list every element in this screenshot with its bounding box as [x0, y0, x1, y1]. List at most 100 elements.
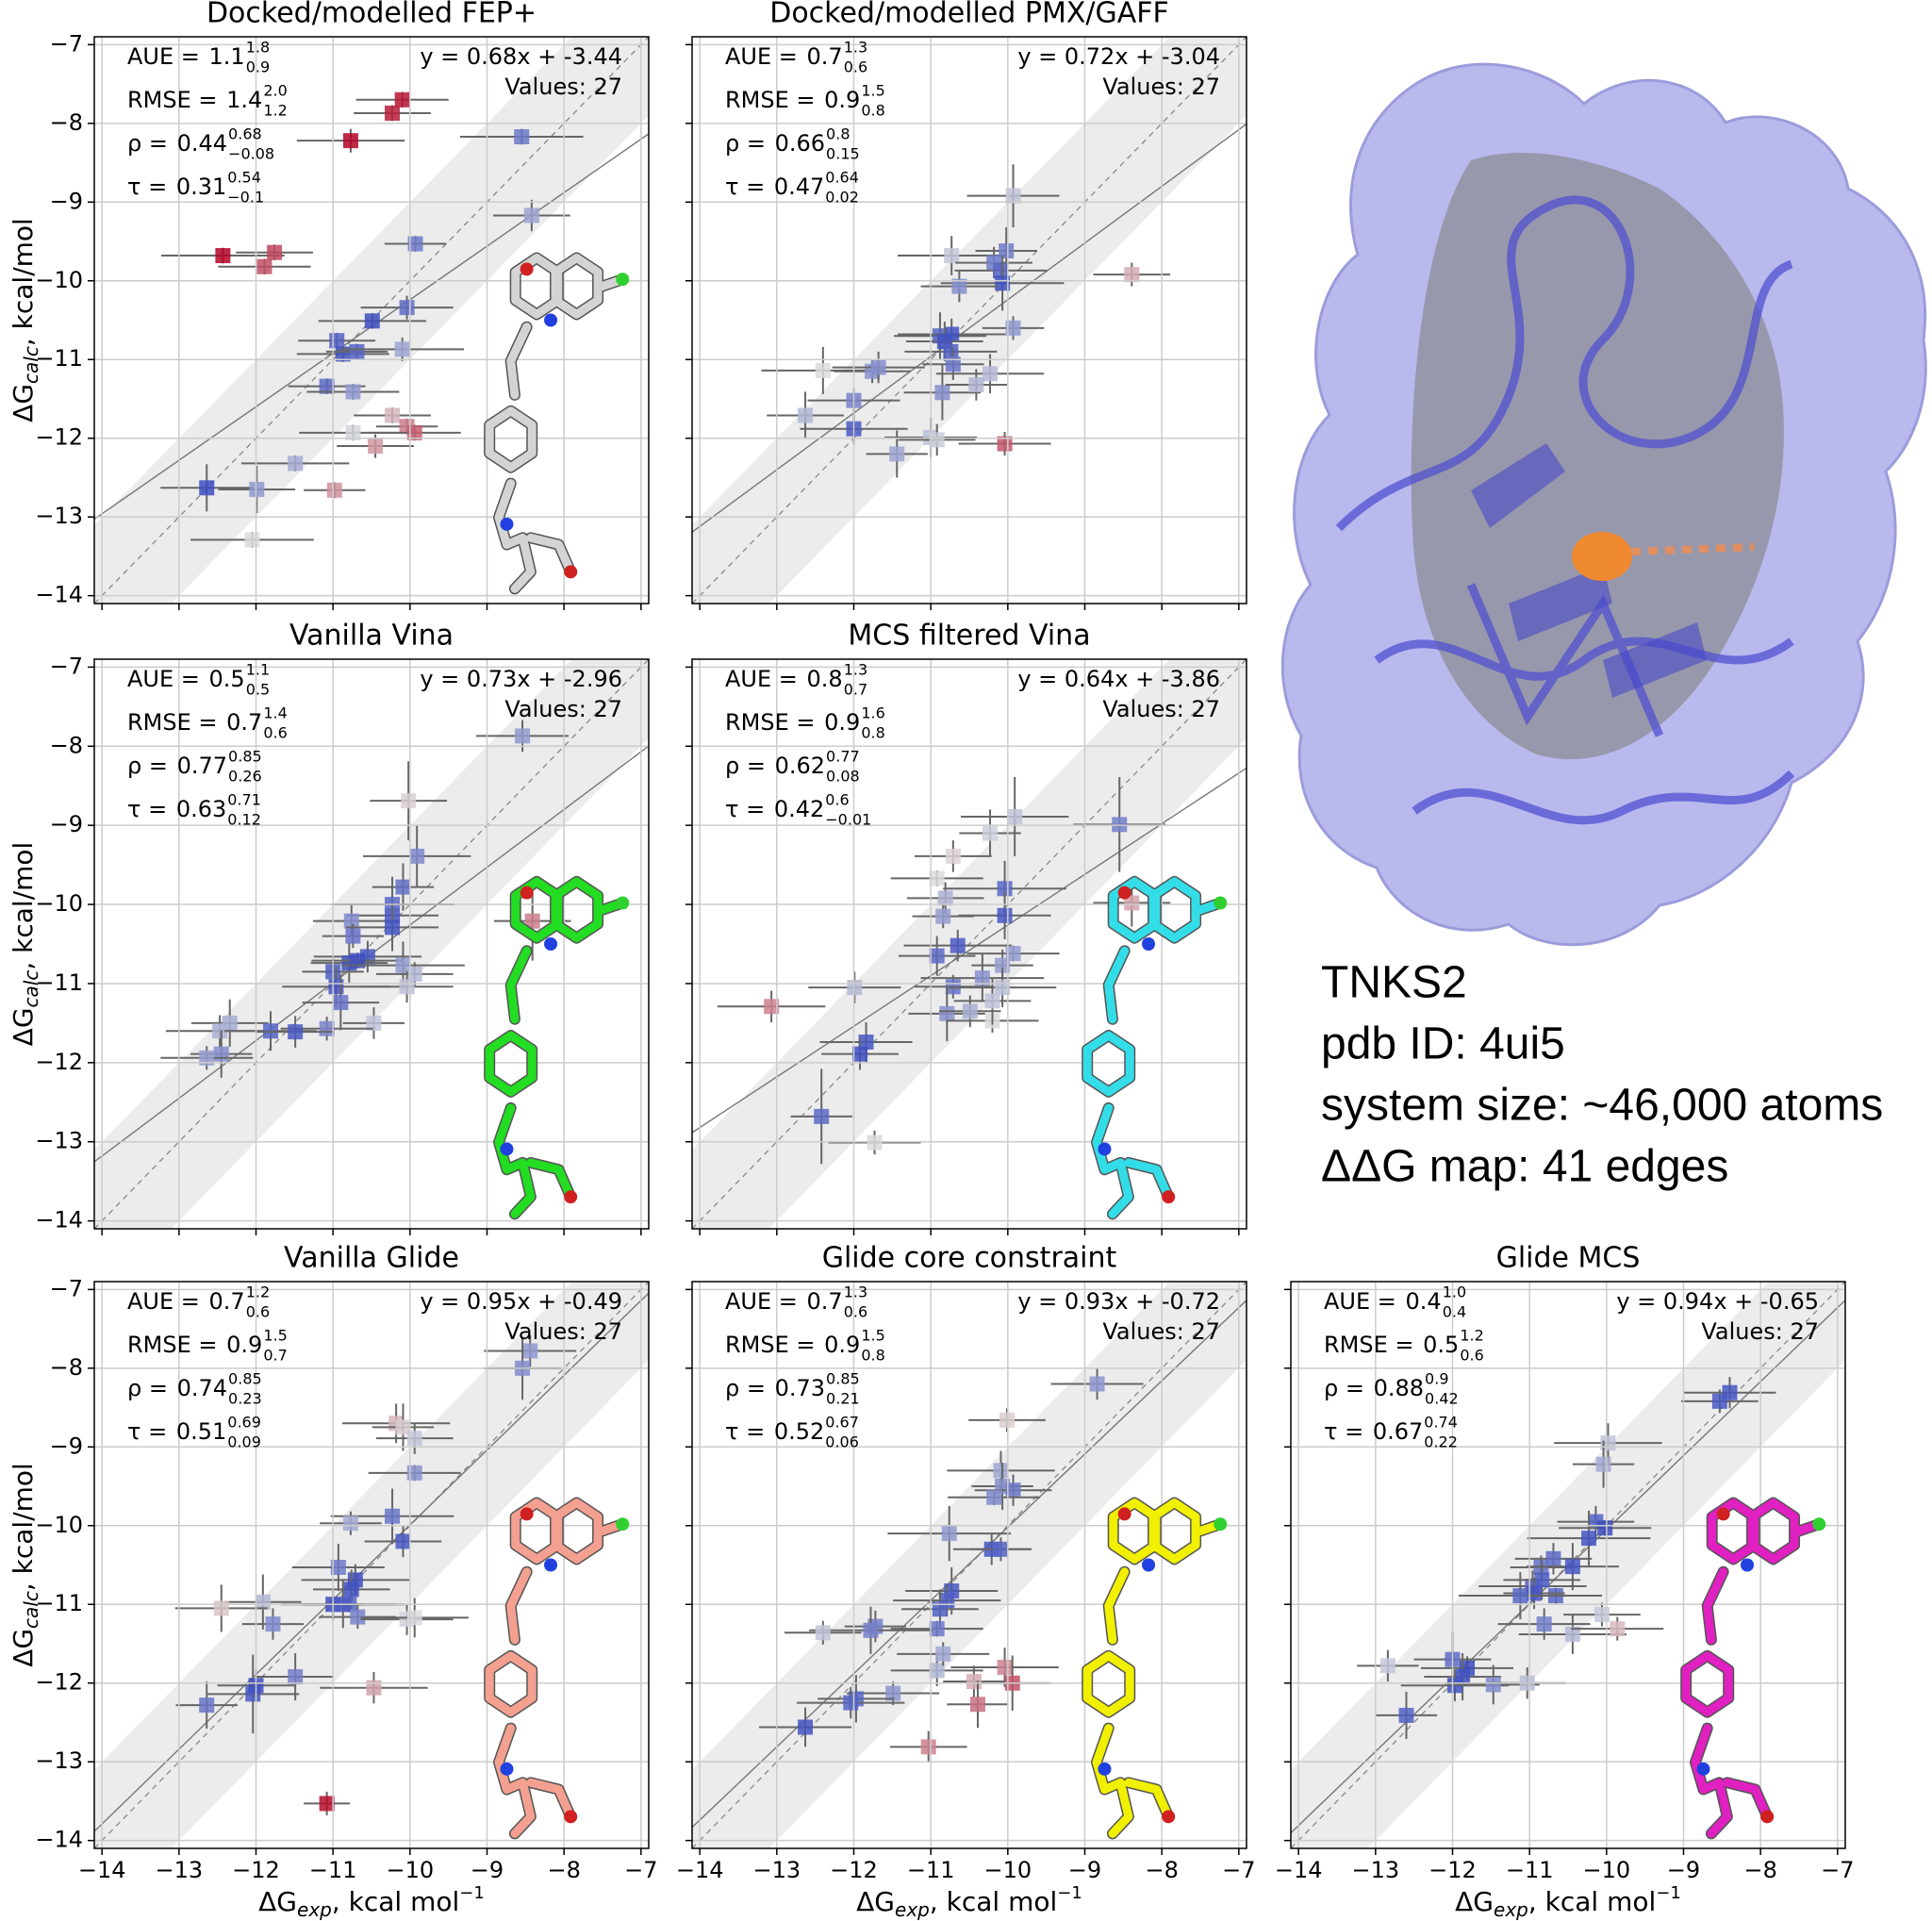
ligand-atom [544, 1558, 558, 1572]
data-point [366, 1680, 382, 1696]
stat-value: 0.31 [176, 174, 226, 200]
y-tick-label: −7 [50, 30, 83, 57]
data-point [941, 1526, 957, 1542]
ligand-bond [1148, 1499, 1200, 1564]
stat-upper: 0.85 [826, 1370, 860, 1388]
x-tick-label: −14 [78, 1857, 126, 1883]
data-point [395, 957, 411, 973]
stat-label: RMSE = [725, 1332, 822, 1358]
fit-label: y = 0.68x + -3.44 [420, 43, 622, 70]
data-point [523, 207, 539, 224]
data-point [244, 532, 260, 548]
stat-lower: 0.5 [246, 681, 270, 699]
count-label: Values: 27 [1701, 1318, 1819, 1345]
ligand-bond [1124, 1158, 1173, 1201]
data-point [349, 343, 365, 359]
x-axis-label: ΔGexp, kcal mol−1 [1455, 1883, 1681, 1921]
stat-upper: 1.3 [844, 661, 867, 679]
data-point [1005, 320, 1021, 336]
scatter-panel: −14 −13 −12 −11 −10 −9 −8 −7 Glide core constrai… [676, 1242, 1256, 1921]
data-point [993, 1463, 1009, 1479]
x-tick-label: −13 [156, 1857, 204, 1883]
ligand-atom [520, 262, 534, 276]
data-point [515, 728, 531, 744]
stat-label: ρ = [127, 1375, 175, 1401]
y-axis-label-main: ΔG [8, 1629, 39, 1667]
ligand-bond [1691, 1724, 1732, 1838]
x-tick-label: −7 [1222, 1857, 1255, 1883]
scatter-panel: −14 −13 −12 −11 −10 −9 −8 −7 Vanilla Vina y = 0.7… [8, 620, 650, 1235]
y-axis-label-sub: calc [20, 346, 42, 384]
x-tick-label: −9 [1068, 1857, 1101, 1883]
stat-upper: 0.6 [825, 791, 849, 809]
data-point [944, 248, 960, 264]
stat-label: RMSE = [1324, 1332, 1421, 1358]
x-tick-label: −10 [1583, 1857, 1631, 1883]
stat-lower: 0.6 [844, 1303, 867, 1321]
y-tick-label: −13 [35, 1128, 83, 1154]
data-point [863, 1622, 879, 1638]
ligand-atom [616, 896, 630, 910]
stat-value: 0.52 [774, 1418, 824, 1445]
data-point [401, 793, 417, 809]
stat-lower: 0.6 [246, 1303, 270, 1321]
chart-title: Vanilla Vina [289, 620, 454, 653]
ligand-bond [1092, 1724, 1133, 1838]
stat-upper: 1.2 [1460, 1327, 1483, 1345]
ligand-atom [564, 565, 578, 579]
data-point [385, 407, 401, 423]
stat-lower: 0.8 [861, 724, 884, 742]
chart-title: Glide MCS [1496, 1242, 1641, 1275]
data-point [385, 1508, 401, 1524]
data-point [350, 1609, 366, 1625]
stat-upper: 0.85 [228, 1370, 262, 1388]
ligand-bond [1723, 1778, 1772, 1821]
data-point [1005, 1482, 1021, 1499]
ligand-bond [506, 323, 532, 400]
stat-upper: 0.77 [826, 748, 860, 766]
x-tick-label: −11 [907, 1857, 955, 1883]
data-point [1124, 267, 1140, 283]
data-point [1711, 1393, 1727, 1409]
data-point [986, 1489, 1002, 1505]
stat-lower: 0.08 [826, 768, 860, 786]
ligand-atom [544, 313, 558, 327]
stat-value: 0.51 [176, 1418, 226, 1445]
y-tick-label: −8 [50, 109, 83, 136]
y-axis-label-main: ΔG [8, 1007, 39, 1046]
x-axis-label-main: ΔG [258, 1886, 297, 1917]
ligand-bond [526, 533, 575, 576]
fit-label: y = 0.64x + -3.86 [1017, 666, 1220, 692]
stat-value: 0.4 [1406, 1288, 1442, 1315]
count-label: Values: 27 [1102, 74, 1220, 100]
stat-lower: 0.6 [263, 724, 287, 742]
data-point [330, 1560, 346, 1576]
stat-lower: 0.09 [227, 1433, 261, 1451]
plot-frame [691, 1281, 1247, 1849]
stat-label: ρ = [725, 130, 773, 157]
data-point [406, 1431, 422, 1447]
x-tick-label: −13 [1352, 1857, 1400, 1883]
data-point [406, 1610, 422, 1626]
data-point [993, 262, 1009, 278]
ligand-bond [494, 479, 536, 593]
y-tick-label: −12 [35, 1049, 83, 1075]
x-axis-label-sup: −1 [1656, 1883, 1681, 1903]
data-point [366, 1015, 382, 1031]
data-point [288, 455, 304, 472]
fit-label: y = 0.72x + -3.04 [1017, 43, 1220, 70]
stat-value: 1.4 [226, 87, 262, 113]
data-point [867, 1134, 883, 1151]
plot-area [692, 37, 1247, 604]
data-point [345, 384, 361, 400]
diagonal [692, 37, 1247, 604]
x-tick-label: −11 [309, 1857, 357, 1883]
data-point [847, 980, 863, 996]
ligand-bond [494, 1103, 536, 1218]
ligand-atom [1716, 1507, 1730, 1521]
stat-value: 0.5 [1423, 1332, 1459, 1358]
stat-upper: 1.8 [246, 39, 270, 57]
data-point [993, 1541, 1009, 1557]
y-tick-label: −9 [50, 188, 83, 214]
ligand-trail [1630, 543, 1755, 555]
